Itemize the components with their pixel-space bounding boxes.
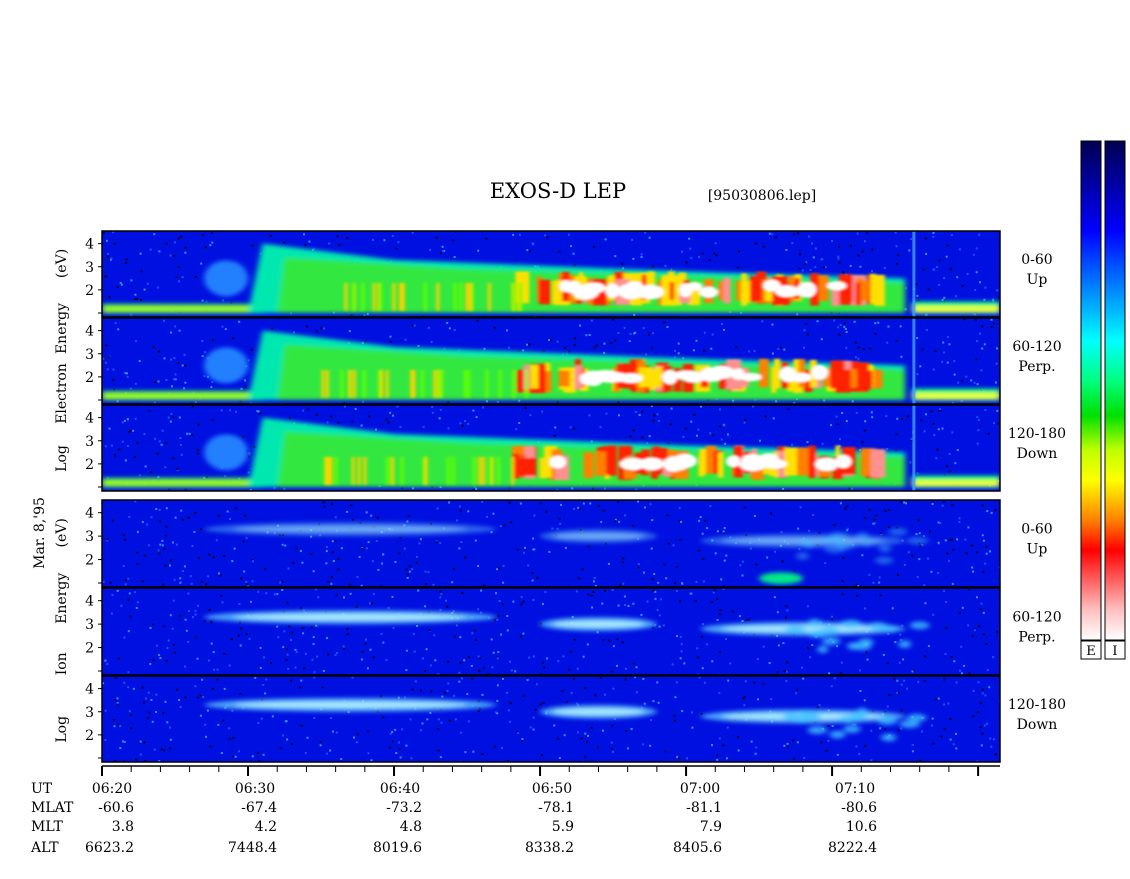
- footer-value-MLAT-2: -73.2: [386, 800, 422, 816]
- footer-value-MLT-2: 4.8: [400, 819, 422, 835]
- file-name: [95030806.lep]: [708, 188, 816, 204]
- spectrogram-panel-ion-5: [101, 675, 1001, 763]
- colorbar-label: I: [1112, 644, 1117, 659]
- channel-range-5: 120-180: [1008, 697, 1066, 713]
- axis-word-electron-3: (eV): [54, 249, 70, 278]
- y-tick-label: 2: [85, 728, 94, 744]
- panel-frame: [101, 230, 1001, 318]
- footer-value-ALT-0: 6623.2: [85, 840, 134, 856]
- footer-value-ALT-4: 8405.6: [673, 840, 722, 856]
- channel-range-2: 120-180: [1008, 426, 1066, 442]
- y-tick-label: 2: [85, 553, 94, 569]
- channel-range-3: 0-60: [1021, 522, 1052, 538]
- footer-value-MLAT-0: -60.6: [98, 800, 134, 816]
- footer-row-label-ALT: ALT: [30, 840, 59, 856]
- ion-flux: [204, 522, 929, 585]
- panel-frame: [101, 404, 1001, 492]
- footer-value-MLT-5: 10.6: [846, 819, 877, 835]
- spectrogram-panel-ion-3: [101, 499, 1001, 588]
- footer-row-label-UT: UT: [31, 781, 53, 797]
- footer-value-ALT-5: 8222.4: [828, 840, 877, 856]
- axis-word-ion-1: Ion: [54, 652, 70, 675]
- channel-labels: 0-60 Up 60-120 Perp. 120-180 Down 0-60 Up 60-120…: [1008, 252, 1066, 733]
- orbit-footer: UT MLAT MLT ALT 06:20 -60.6 3.8 6623.2 06:30 -67.…: [30, 781, 877, 856]
- footer-value-MLAT-5: -80.6: [841, 800, 877, 816]
- footer-value-ALT-2: 8019.6: [373, 840, 422, 856]
- footer-value-MLAT-4: -81.1: [686, 800, 722, 816]
- spectrogram-panel-electron-0: [101, 230, 1001, 318]
- ion-flux: [204, 610, 930, 654]
- colorbar-E: [1080, 140, 1102, 641]
- y-tick-label: 2: [85, 370, 94, 386]
- y-tick-label: 4: [85, 506, 94, 522]
- axis-word-ion-3: (eV): [54, 518, 70, 547]
- y-tick-label: 3: [85, 260, 94, 276]
- axis-word-electron-2: Energy: [54, 303, 70, 354]
- footer-value-MLT-3: 5.9: [552, 819, 574, 835]
- panel-axes: 2 3 4 2 3 4 2 3 4 2 3 4 2 3 4 2 3 4: [85, 237, 102, 759]
- y-tick-label: 2: [85, 283, 94, 299]
- y-tick-label: 3: [85, 529, 94, 545]
- colorbar-I: [1104, 140, 1126, 641]
- footer-value-MLAT-3: -78.1: [538, 800, 574, 816]
- y-tick-label: 3: [85, 617, 94, 633]
- panel-frame: [101, 587, 1001, 676]
- footer-value-ALT-3: 8338.2: [525, 840, 574, 856]
- footer-value-UT-3: 06:50: [532, 781, 572, 797]
- colorbar-label: E: [1086, 644, 1096, 659]
- axis-word-ion-2: Energy: [54, 573, 70, 624]
- footer-value-UT-5: 07:10: [835, 781, 875, 797]
- footer-value-MLT-0: 3.8: [112, 819, 134, 835]
- y-tick-label: 2: [85, 641, 94, 657]
- channel-dir-3: Up: [1027, 542, 1048, 558]
- footer-value-MLAT-1: -67.4: [241, 800, 277, 816]
- channel-range-4: 60-120: [1012, 610, 1061, 626]
- spectrogram-panel-electron-1: [101, 317, 1001, 405]
- y-tick-label: 4: [85, 324, 94, 340]
- y-tick-label: 3: [85, 347, 94, 363]
- channel-dir-1: Perp.: [1018, 359, 1055, 375]
- channel-dir-2: Down: [1017, 446, 1058, 462]
- panel-frame: [101, 317, 1001, 405]
- spectrogram-panel-ion-4: [101, 587, 1001, 676]
- spectrogram-panel-electron-2: [101, 404, 1001, 492]
- footer-value-UT-4: 07:00: [680, 781, 720, 797]
- channel-range-1: 60-120: [1012, 339, 1061, 355]
- y-tick-label: 3: [85, 705, 94, 721]
- footer-row-label-MLT: MLT: [31, 819, 63, 835]
- channel-dir-5: Down: [1017, 717, 1058, 733]
- colorbar-label-box: [1104, 640, 1126, 660]
- colorbar-label-box: [1080, 640, 1102, 660]
- axis-word-electron-0: Log: [54, 445, 70, 472]
- time-axis: [101, 765, 1000, 776]
- y-tick-label: 3: [85, 434, 94, 450]
- footer-value-UT-1: 06:30: [235, 781, 275, 797]
- left-labels: Mar. 8,'95 Log Electron Energy (eV) Log Ion En…: [32, 249, 70, 743]
- channel-dir-4: Perp.: [1018, 630, 1055, 646]
- footer-value-ALT-1: 7448.4: [228, 840, 277, 856]
- y-tick-label: 4: [85, 594, 94, 610]
- footer-value-MLT-1: 4.2: [255, 819, 277, 835]
- ion-flux: [204, 697, 927, 742]
- axis-word-electron-1: Electron: [54, 363, 70, 424]
- axis-word-ion-0: Log: [54, 716, 70, 743]
- spectrogram-panels: [101, 230, 1001, 763]
- footer-value-MLT-4: 7.9: [700, 819, 722, 835]
- footer-value-UT-0: 06:20: [92, 781, 132, 797]
- panel-frame: [101, 675, 1001, 763]
- channel-dir-0: Up: [1027, 272, 1048, 288]
- y-tick-label: 4: [85, 411, 94, 427]
- y-tick-label: 2: [85, 457, 94, 473]
- channel-range-0: 0-60: [1021, 252, 1052, 268]
- y-tick-label: 4: [85, 682, 94, 698]
- y-tick-label: 4: [85, 237, 94, 253]
- footer-row-label-MLAT: MLAT: [31, 800, 74, 816]
- figure-title: EXOS-D LEP: [490, 179, 626, 203]
- date-label: Mar. 8,'95: [32, 497, 48, 569]
- panel-frame: [101, 499, 1001, 588]
- footer-value-UT-2: 06:40: [380, 781, 420, 797]
